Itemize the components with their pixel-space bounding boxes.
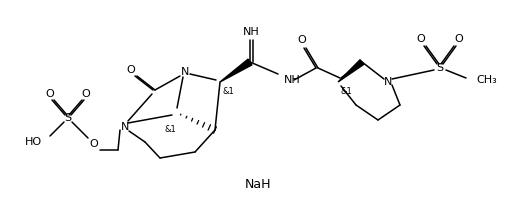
Text: O: O (82, 89, 90, 99)
Text: O: O (90, 139, 99, 149)
Text: N: N (181, 67, 189, 77)
Polygon shape (338, 60, 364, 82)
Text: O: O (126, 65, 135, 75)
Text: S: S (437, 63, 444, 73)
Text: O: O (455, 34, 463, 44)
Text: S: S (64, 113, 72, 123)
Text: CH₃: CH₃ (476, 75, 497, 85)
Text: N: N (121, 122, 129, 132)
Text: NH: NH (243, 27, 260, 37)
Text: &1: &1 (222, 87, 234, 97)
Text: NaH: NaH (245, 178, 271, 192)
Text: &1: &1 (164, 125, 176, 135)
Polygon shape (220, 59, 252, 82)
Text: HO: HO (25, 137, 42, 147)
Text: O: O (298, 35, 307, 45)
Text: &1: &1 (340, 87, 352, 97)
Text: O: O (416, 34, 425, 44)
Text: N: N (384, 77, 392, 87)
Text: NH: NH (284, 75, 301, 85)
Text: O: O (45, 89, 54, 99)
